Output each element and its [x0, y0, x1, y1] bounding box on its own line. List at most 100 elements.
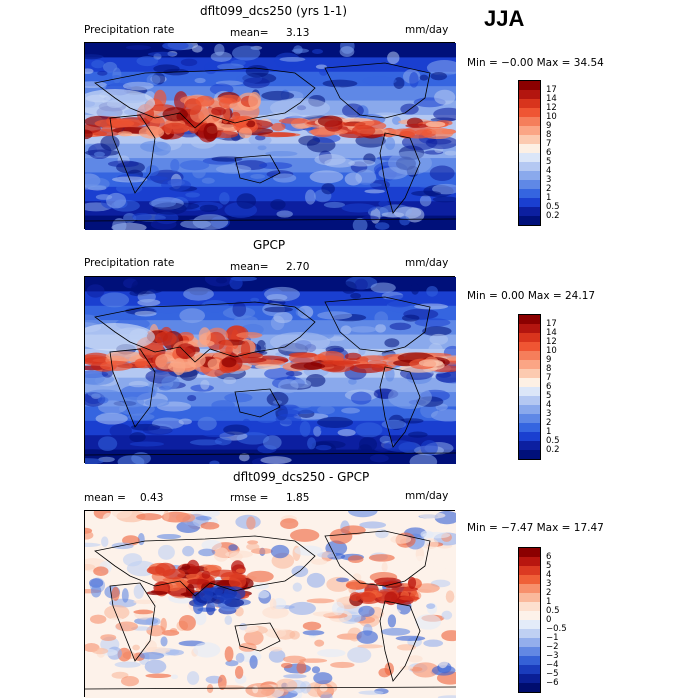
colorbar-tick-label: 6: [546, 148, 552, 158]
field-blob: [347, 660, 377, 668]
field-blob: [264, 367, 295, 380]
colorbar-swatch: [519, 611, 540, 620]
field-blob: [224, 615, 233, 625]
field-blob: [219, 192, 230, 205]
field-blob: [396, 644, 416, 651]
field-blob: [369, 454, 389, 463]
colorbar-swatch: [519, 629, 540, 638]
field-blob: [183, 287, 214, 301]
field-blob: [132, 644, 140, 651]
field-blob: [224, 646, 234, 662]
colorbar-tick-label: 2: [546, 184, 552, 194]
field-blob: [153, 64, 180, 74]
coastline: [94, 301, 316, 363]
field-blob: [422, 326, 452, 337]
field-blob: [139, 574, 150, 581]
field-blob: [232, 301, 247, 317]
field-blob: [311, 558, 328, 565]
field-blob: [441, 630, 456, 642]
field-blob: [160, 617, 167, 632]
field-blob: [105, 351, 144, 362]
field-blob: [359, 521, 387, 529]
field-blob: [115, 183, 143, 194]
field-blob: [221, 357, 237, 368]
field-blob: [294, 545, 323, 556]
field-blob: [236, 332, 263, 339]
field-blob: [89, 578, 104, 588]
field-blob: [240, 340, 251, 359]
field-blob: [246, 570, 274, 583]
field-blob: [100, 634, 117, 641]
colorbar-tick-label: 8: [546, 130, 552, 140]
field-layer: [85, 277, 456, 464]
field-blob: [340, 281, 357, 294]
field-blob: [93, 151, 105, 157]
field-blob: [136, 513, 163, 521]
colorbar-swatch: [519, 441, 540, 450]
panel1-title: dflt099_dcs250 (yrs 1-1): [200, 4, 348, 18]
field-blob: [316, 551, 337, 558]
field-blob: [129, 432, 146, 443]
colorbar-tick-label: −5: [546, 669, 559, 679]
field-blob: [144, 640, 157, 653]
field-blob: [387, 51, 400, 65]
field-blob: [225, 550, 253, 559]
field-blob: [179, 160, 210, 171]
colorbar-tick-label: 6: [546, 552, 552, 562]
field-blob: [120, 675, 140, 687]
panel2-mean-label: mean=: [230, 261, 269, 273]
field-blob: [348, 159, 376, 167]
field-blob: [204, 667, 218, 674]
field-blob: [85, 68, 94, 75]
field-blob: [85, 448, 106, 459]
colorbar-tick-label: 2: [546, 418, 552, 428]
field-blob: [212, 130, 239, 139]
colorbar-tick-label: 14: [546, 328, 557, 338]
field-blob: [285, 370, 303, 377]
field-blob: [315, 444, 332, 451]
field-blob: [364, 189, 385, 194]
field-blob: [311, 48, 324, 54]
field-blob: [260, 456, 292, 464]
coastline: [324, 296, 431, 353]
field-blob: [139, 652, 165, 660]
colorbar-tick-label: 10: [546, 112, 557, 122]
field-blob: [214, 437, 232, 446]
colorbar-swatch: [519, 656, 540, 665]
panel1-colorbar: [518, 80, 541, 226]
field-blob: [189, 439, 223, 446]
field-blob: [238, 453, 250, 462]
field-blob: [185, 573, 200, 579]
field-blob: [325, 540, 348, 556]
coastline: [94, 67, 316, 129]
colorbar-tick-label: 0.2: [546, 445, 560, 455]
field-blob: [295, 307, 306, 317]
field-blob: [296, 661, 307, 674]
field-blob: [203, 122, 218, 142]
field-blob: [411, 190, 442, 197]
field-blob: [337, 429, 356, 437]
field-blob: [388, 385, 432, 409]
field-blob: [193, 642, 221, 658]
field-blob: [235, 568, 245, 574]
field-blob: [257, 590, 270, 599]
field-blob: [98, 436, 118, 452]
field-blob: [289, 630, 300, 640]
field-blob: [268, 649, 286, 663]
field-blob: [207, 358, 223, 370]
field-blob: [280, 662, 293, 669]
field-blob: [329, 86, 345, 96]
field-blob: [432, 183, 456, 195]
field-blob: [409, 453, 438, 464]
field-blob: [146, 74, 161, 86]
field-blob: [393, 77, 405, 90]
field-blob: [248, 91, 262, 110]
field-blob: [179, 308, 206, 324]
field-blob: [236, 193, 257, 209]
field-blob: [85, 81, 107, 88]
field-blob: [423, 639, 444, 647]
field-blob: [134, 310, 157, 317]
field-blob: [434, 89, 456, 105]
field-blob: [136, 56, 159, 67]
field-blob: [111, 511, 133, 519]
